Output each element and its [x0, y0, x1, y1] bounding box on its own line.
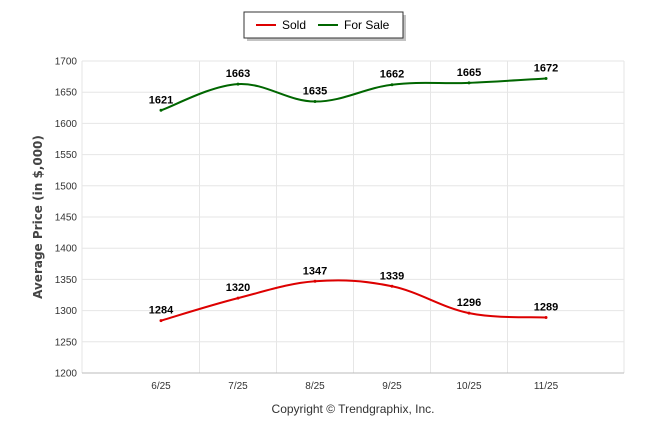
y-tick-label: 1650: [55, 88, 78, 99]
data-point: [236, 296, 240, 300]
legend-label-sold: Sold: [282, 18, 306, 32]
data-point: [390, 83, 394, 87]
x-tick-label: 8/25: [305, 381, 325, 392]
data-label: 1663: [226, 68, 250, 80]
data-point: [544, 315, 548, 319]
data-label: 1347: [303, 265, 327, 277]
x-tick-label: 7/25: [228, 381, 248, 392]
data-label: 1662: [380, 69, 404, 81]
gridlines: [81, 60, 625, 374]
y-tick-label: 1350: [55, 275, 78, 286]
copyright-footer: Copyright © Trendgraphix, Inc.: [272, 402, 435, 416]
data-label: 1672: [534, 62, 558, 74]
series-line-for-sale: [160, 77, 547, 112]
data-label: 1320: [226, 282, 250, 294]
legend[interactable]: Sold For Sale: [243, 11, 406, 41]
y-tick-label: 1300: [55, 306, 78, 317]
data-label: 1284: [149, 305, 174, 317]
x-tick-label: 11/25: [534, 381, 559, 392]
y-tick-label: 1400: [55, 244, 78, 255]
data-point: [313, 100, 317, 104]
data-label: 1635: [303, 86, 327, 98]
legend-label-for-sale: For Sale: [344, 18, 390, 32]
data-label: 1339: [380, 270, 404, 282]
y-axis-title: Average Price (in $,000): [31, 135, 45, 299]
x-tick-label: 9/25: [382, 381, 402, 392]
data-point: [467, 311, 471, 315]
y-tick-label: 1550: [55, 150, 78, 161]
series-lines: [159, 76, 548, 323]
y-tick-labels: 1200 1250 1300 1350 1400 1450 1500 1550 1600 1650…: [55, 57, 78, 380]
data-point: [544, 76, 548, 80]
data-point: [390, 284, 394, 288]
data-label: 1621: [149, 94, 173, 106]
y-tick-label: 1450: [55, 213, 78, 224]
x-tick-label: 10/25: [456, 381, 481, 392]
data-point: [313, 279, 317, 283]
x-tick-labels: 6/25 7/25 8/25 9/25 10/25 11/25: [151, 381, 558, 392]
y-tick-label: 1700: [55, 57, 78, 68]
data-point: [467, 81, 471, 85]
data-label: 1296: [457, 297, 481, 309]
data-label: 1665: [457, 67, 481, 79]
series-line-sold: [160, 279, 547, 322]
data-labels: 1284 1320 1347 1339 1296 1289 1621 1663 1635 1662…: [149, 62, 558, 316]
x-tick-label: 6/25: [151, 381, 171, 392]
data-point: [236, 82, 240, 86]
y-tick-label: 1500: [55, 181, 78, 192]
data-point: [159, 108, 163, 112]
y-tick-label: 1600: [55, 119, 78, 130]
data-label: 1289: [534, 301, 558, 313]
y-tick-label: 1200: [55, 369, 78, 380]
y-tick-label: 1250: [55, 337, 78, 348]
data-point: [159, 319, 163, 323]
